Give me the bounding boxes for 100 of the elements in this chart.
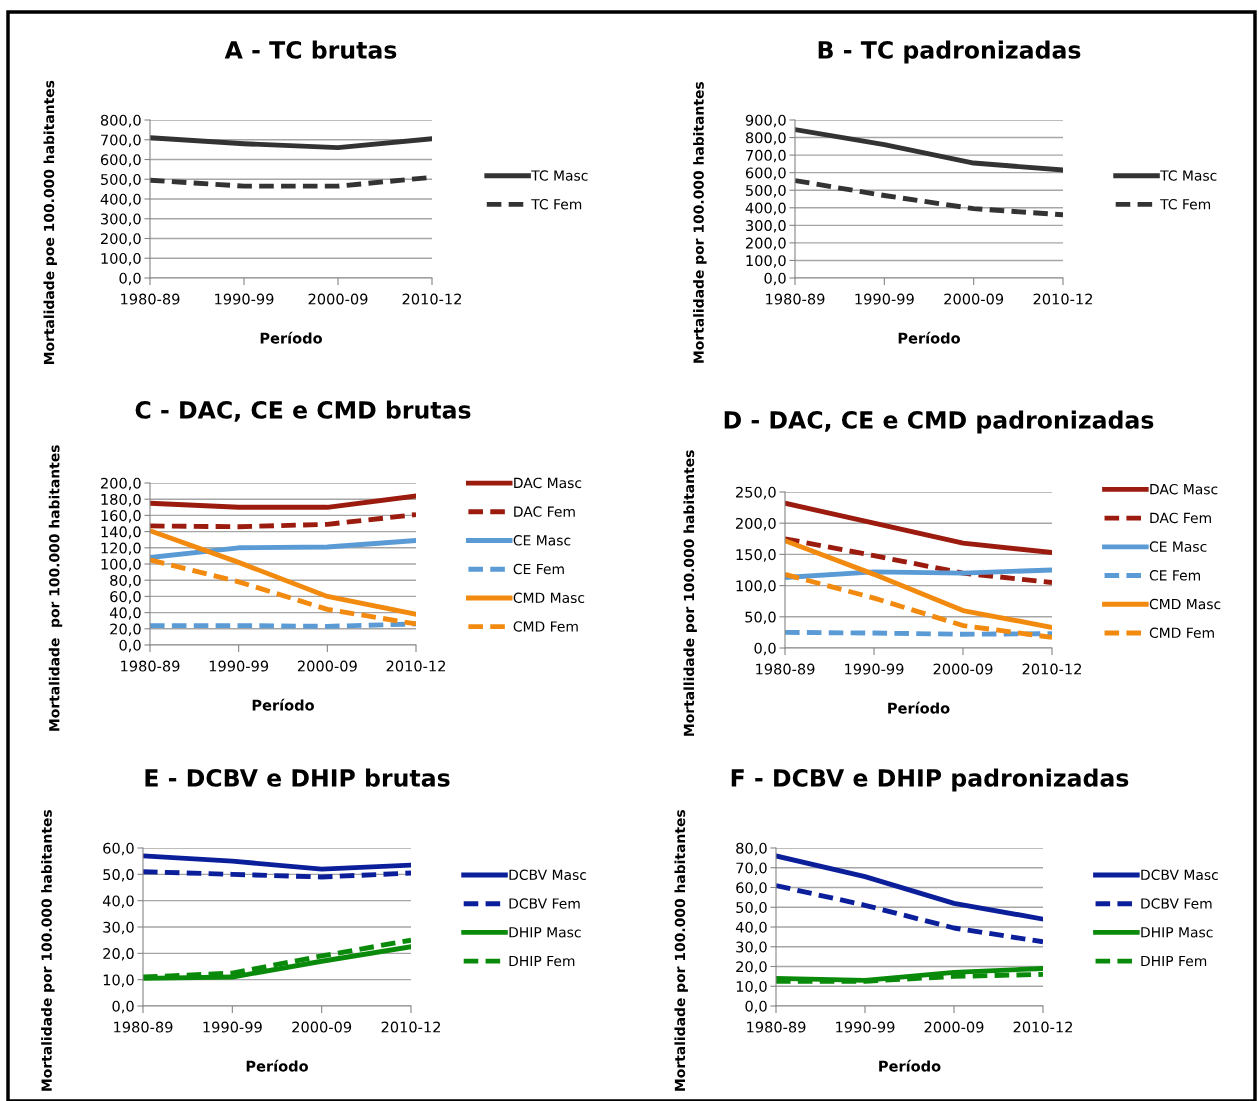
legend-label: TC Masc <box>531 170 588 181</box>
line-series <box>785 571 1052 640</box>
x-tick-label: 2010-12 <box>381 1021 441 1033</box>
y-axis-title: Mortalidade por 100.000 habitantes <box>674 810 688 1091</box>
y-tick-label: 30,0 <box>736 941 767 954</box>
legend-label: DHIP Fem <box>509 955 575 967</box>
y-tick-label: 120,0 <box>101 542 141 556</box>
line-series <box>776 853 1043 922</box>
y-tick-label: 60,0 <box>103 842 134 856</box>
y-tick-label: 0,0 <box>119 272 141 286</box>
legend-label: TC Fem <box>1160 198 1211 210</box>
legend-label: CE Fem <box>1149 570 1200 581</box>
legend-label: DAC Masc <box>514 477 582 489</box>
legend-label: DAC Fem <box>1150 512 1211 524</box>
y-tick-label: 600,0 <box>745 167 786 180</box>
x-axis-title: Período <box>888 701 950 714</box>
legend-label: DHIP Masc <box>509 927 581 938</box>
chart-title: F - DCBV e DHIP padronizadas <box>731 768 1129 792</box>
legend-label: DHIP Masc <box>1141 927 1213 938</box>
y-tick-label: 40,0 <box>109 607 141 620</box>
legend-label: CMD Fem <box>513 621 578 632</box>
chart-title: E - DCBV e DHIP brutas <box>145 768 450 787</box>
legend-label: CMD Masc <box>513 592 585 604</box>
y-tick-label: 600,0 <box>100 154 141 167</box>
y-tick-label: 60,0 <box>110 591 141 604</box>
legend-label: CE Fem <box>513 563 564 575</box>
x-axis-title: Período <box>252 698 314 711</box>
y-tick-label: 140,0 <box>101 526 141 539</box>
y-tick-label: 100,0 <box>101 558 141 572</box>
y-tick-label: 50,0 <box>736 901 767 915</box>
x-axis-title: Período <box>879 1059 941 1072</box>
legend-label: TC Masc <box>1160 170 1217 181</box>
y-tick-label: 0,0 <box>764 272 786 286</box>
chart-title: B - TC padronizadas <box>818 40 1081 64</box>
y-axis-title: Mortalidade por 100.000 habitantes <box>41 810 55 1091</box>
x-tick-label: 2010-12 <box>386 660 446 672</box>
y-tick-label: 20,0 <box>103 948 134 961</box>
x-tick-label: 1990-99 <box>845 663 904 675</box>
y-tick-label: 40,0 <box>735 921 767 935</box>
y-axis-title: Mortalidade poe 100.000 habitantes <box>43 80 57 365</box>
line-series <box>143 853 411 872</box>
y-tick-label: 0,0 <box>754 642 776 656</box>
legend-label: DCBV Masc <box>509 869 587 881</box>
line-series <box>150 135 432 151</box>
x-tick-label: 2000-09 <box>292 1021 352 1033</box>
y-tick-label: 20,0 <box>110 623 141 637</box>
y-tick-label: 0,0 <box>112 1000 134 1014</box>
y-tick-label: 30,0 <box>103 921 134 935</box>
y-tick-label: 40,0 <box>102 895 134 908</box>
y-tick-label: 100,0 <box>746 255 786 268</box>
x-tick-label: 1990-99 <box>203 1021 262 1033</box>
x-tick-label: 2010-12 <box>1033 293 1093 305</box>
x-tick-label: 2000-09 <box>944 293 1004 305</box>
legend-label: DAC Masc <box>1150 483 1218 495</box>
line-series <box>785 538 1052 630</box>
x-tick-label: 2010-12 <box>402 293 462 305</box>
x-tick-label: 1980-89 <box>121 293 180 305</box>
x-tick-label: 1990-99 <box>215 293 274 305</box>
y-tick-label: 150,0 <box>736 549 776 562</box>
y-tick-label: 200,0 <box>745 237 786 251</box>
y-tick-label: 700,0 <box>101 134 141 147</box>
x-tick-label: 2000-09 <box>933 663 993 675</box>
y-tick-label: 200,0 <box>100 233 141 246</box>
line-series <box>150 538 416 560</box>
y-tick-label: 10,0 <box>736 980 767 994</box>
line-series <box>795 178 1063 218</box>
y-tick-label: 100,0 <box>101 252 141 266</box>
y-tick-label: 50,0 <box>745 611 776 625</box>
x-tick-label: 2000-09 <box>924 1021 984 1033</box>
x-tick-label: 2010-12 <box>1022 663 1082 675</box>
y-tick-label: 800,0 <box>745 132 786 145</box>
x-tick-label: 1980-89 <box>766 293 825 305</box>
y-tick-label: 0,0 <box>745 1000 767 1014</box>
line-series <box>150 512 416 530</box>
y-tick-label: 180,0 <box>101 493 141 507</box>
y-tick-label: 20,0 <box>736 961 767 974</box>
chart-title: A - TC brutas <box>224 40 397 59</box>
x-tick-label: 2000-09 <box>308 293 368 305</box>
y-tick-label: 900,0 <box>745 114 786 128</box>
x-tick-label: 1980-89 <box>114 1021 173 1033</box>
legend-label: CE Masc <box>1149 541 1207 552</box>
line-series <box>776 883 1043 945</box>
y-tick-label: 700,0 <box>746 149 786 163</box>
y-tick-label: 200,0 <box>100 477 141 491</box>
y-tick-label: 300,0 <box>746 220 786 233</box>
y-tick-label: 10,0 <box>103 974 134 987</box>
x-tick-label: 1980-89 <box>756 663 815 675</box>
y-tick-label: 50,0 <box>103 869 134 882</box>
x-tick-label: 1990-99 <box>855 293 914 305</box>
legend-label: DCBV Masc <box>1141 869 1218 881</box>
line-series <box>785 500 1052 555</box>
x-axis-title: Período <box>260 331 322 344</box>
y-tick-label: 0,0 <box>119 639 141 653</box>
legend-label: DCBV Fem <box>1141 898 1212 909</box>
y-tick-label: 60,0 <box>736 882 767 895</box>
legend-label: CE Masc <box>513 535 571 546</box>
y-tick-label: 160,0 <box>101 510 141 523</box>
y-tick-label: 500,0 <box>101 173 141 187</box>
x-tick-label: 1980-89 <box>121 660 180 672</box>
legend-label: CMD Fem <box>1149 627 1214 639</box>
